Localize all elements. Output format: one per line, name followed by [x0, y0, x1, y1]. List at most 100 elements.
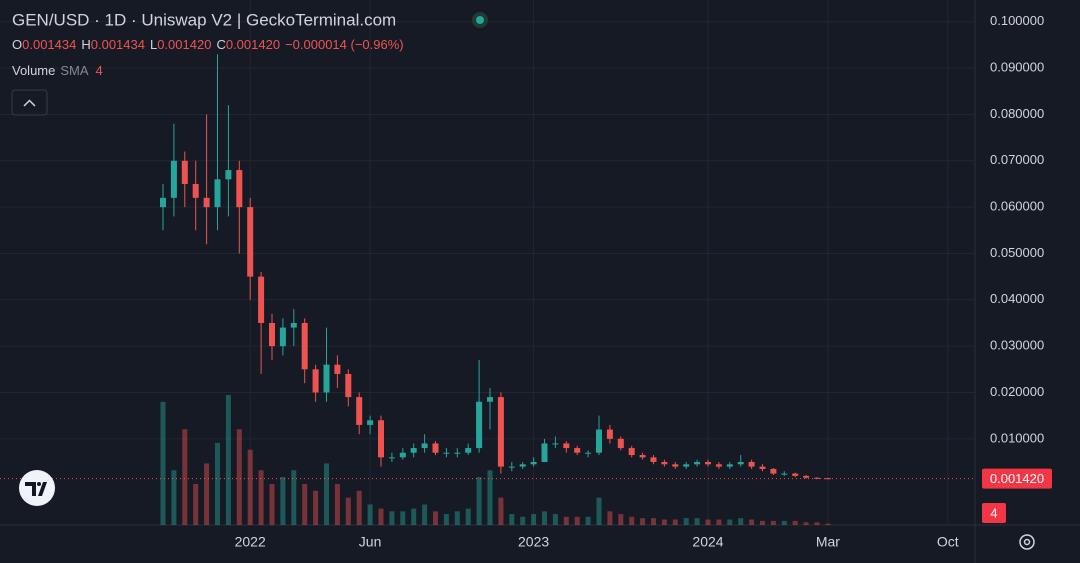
candle-body [334, 364, 341, 374]
candle-body [737, 461, 744, 465]
volume-bar [629, 516, 635, 525]
volume-bar [356, 490, 362, 525]
volume-legend: Volume SMA 4 [12, 63, 103, 78]
logo-dot[interactable] [37, 482, 41, 486]
volume-bar [302, 483, 308, 525]
candle-body [585, 452, 592, 454]
volume-bar [781, 520, 787, 525]
collapse-icon[interactable] [23, 99, 36, 107]
volume-bar [487, 470, 493, 525]
y-tick-label: 0.060000 [990, 199, 1044, 214]
volume-bar [400, 511, 406, 525]
settings-button[interactable] [1019, 534, 1035, 550]
collapse-button[interactable] [11, 89, 48, 116]
y-tick-label: 0.040000 [990, 291, 1044, 306]
volume-bar [465, 508, 471, 525]
volume-bar [225, 395, 231, 525]
candle-body [781, 473, 788, 475]
volume-layer [160, 395, 831, 525]
ohlc-key: L [150, 37, 157, 52]
y-tick-label: 0.050000 [990, 245, 1044, 260]
candle-body [803, 475, 810, 478]
volume-bar [542, 511, 547, 525]
volume-bar [171, 470, 177, 525]
candle-body [345, 373, 352, 398]
volume-bar [770, 520, 776, 525]
candle-body [323, 364, 330, 393]
logo-mark[interactable] [25, 482, 47, 496]
candle-body [563, 443, 570, 449]
volume-bar [313, 490, 319, 525]
volume-bar [792, 520, 798, 525]
candle-body [421, 443, 428, 449]
settings-icon-center[interactable] [1023, 538, 1031, 546]
candle-body [661, 461, 668, 465]
last-price-box [982, 468, 1052, 489]
volume-bar [683, 518, 689, 525]
candle-body [214, 179, 221, 208]
volume-bar [345, 497, 351, 525]
tv-logo[interactable] [19, 470, 55, 506]
volume-bar [727, 519, 733, 525]
candle-body [715, 464, 722, 467]
y-tick-label: 0.080000 [990, 106, 1044, 121]
candle-body [759, 466, 766, 469]
candle-body [454, 452, 461, 454]
candle-body [356, 397, 363, 425]
candle-body [748, 461, 755, 467]
candle-body [519, 464, 526, 467]
candle-body [225, 170, 232, 180]
ohlc-value: 0.001420 [226, 37, 280, 52]
candle-body [410, 448, 417, 453]
candle-body [160, 197, 166, 208]
candle-body [628, 448, 635, 456]
volume-sma-box [982, 503, 1006, 523]
volume-bar [280, 477, 286, 525]
candle-body [530, 461, 537, 465]
logo-circle[interactable] [19, 470, 55, 506]
x-tick-label: Mar [816, 534, 840, 550]
candle-body [378, 420, 384, 458]
volume-bar [716, 519, 722, 525]
volume-bar [552, 514, 558, 525]
y-tick-label: 0.100000 [990, 13, 1044, 28]
y-tick-label: 0.020000 [990, 384, 1044, 399]
volume-bar [618, 514, 624, 525]
ohlc-key: H [81, 37, 90, 52]
change-value: −0.000014 (−0.96%) [285, 37, 404, 52]
candle-body [596, 429, 602, 453]
ohlc-value: 0.001434 [91, 37, 145, 52]
candle-body [181, 160, 188, 184]
candle-body [258, 276, 265, 323]
candle-body [541, 443, 548, 462]
candle-body [770, 468, 777, 474]
volume-bar [236, 429, 242, 525]
candle-body [432, 443, 439, 453]
y-tick-label: 0.030000 [990, 338, 1044, 353]
volume-bar [705, 519, 711, 525]
candle-body [814, 477, 820, 479]
y-tick-label: 0.090000 [990, 60, 1044, 75]
candle-body [650, 457, 657, 462]
volume-bar [182, 429, 188, 525]
volume-bar [749, 519, 755, 525]
settings-icon[interactable] [1019, 534, 1035, 550]
ohlc-value: 0.001420 [157, 37, 211, 52]
volume-bar [672, 519, 678, 525]
status-dot [476, 16, 484, 24]
volume-bar [661, 519, 667, 525]
ohlc-legend: O0.001434 H0.001434 L0.001420 C0.001420 −0.0… [12, 37, 404, 52]
collapse-box[interactable] [11, 89, 48, 116]
volume-bar [367, 504, 373, 525]
x-tick-label: Oct [937, 534, 959, 550]
volume-bar [607, 511, 613, 525]
indicator-length: 4 [96, 63, 103, 78]
candle-body [312, 369, 319, 393]
candle-body [726, 464, 733, 467]
volume-bar [476, 477, 482, 525]
candle-body [301, 322, 308, 370]
candle-body [606, 429, 613, 439]
indicator-name: SMA [60, 63, 89, 78]
candle-body [497, 397, 504, 467]
